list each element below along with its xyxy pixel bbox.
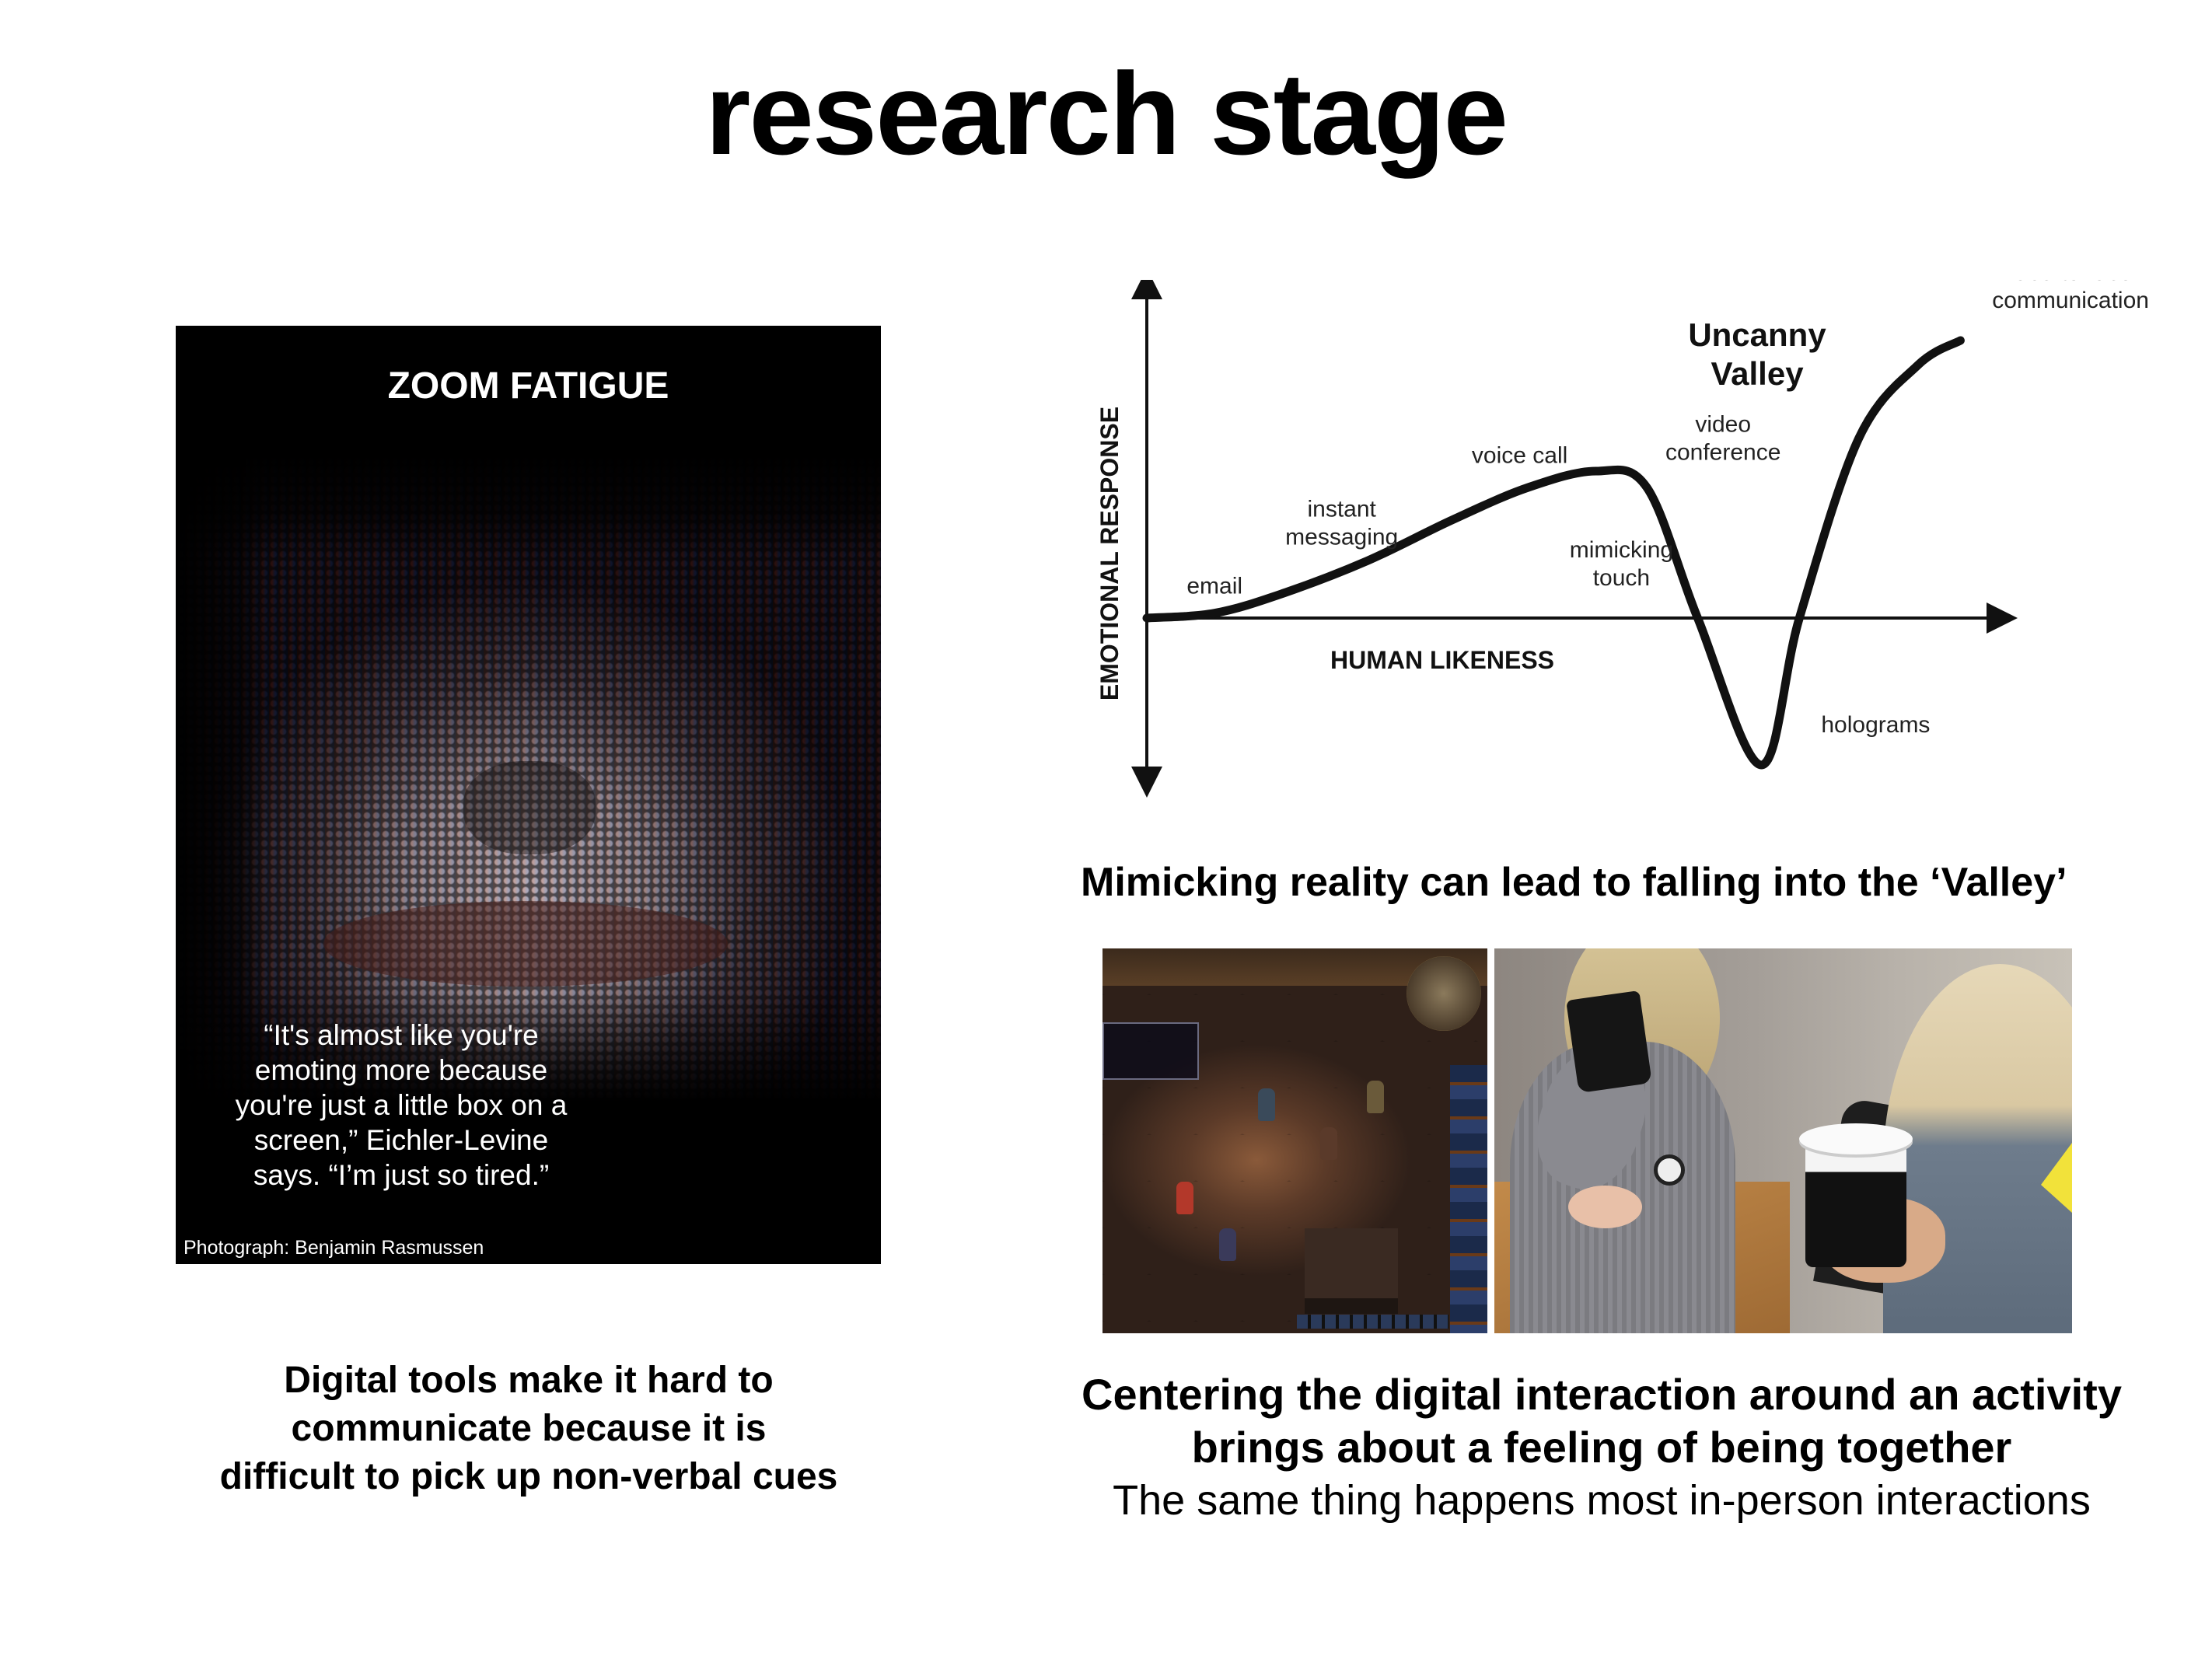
chart-labels: HUMAN LIKENESS EMOTIONAL RESPONSE UncannyV… <box>1096 280 2149 738</box>
game-sidebar <box>1450 1065 1487 1333</box>
y-axis-label: EMOTIONAL RESPONSE <box>1096 407 1123 700</box>
face-shadow-nose <box>463 761 596 854</box>
x-axis-label: HUMAN LIKENESS <box>1330 646 1554 674</box>
takeaway-coffee-cup <box>1805 1135 1906 1267</box>
annotation-label: communication <box>1992 288 2149 313</box>
cup-lid <box>1799 1123 1913 1154</box>
poster-dark-area <box>176 994 881 1264</box>
annotation-label: face-to-face <box>2009 280 2132 285</box>
chart-axes <box>1131 280 2018 798</box>
game-action-bar <box>1297 1315 1448 1329</box>
annotation-label: messaging <box>1285 525 1398 550</box>
annotation-label: email <box>1186 574 1242 599</box>
person-hand <box>1568 1186 1642 1228</box>
quote-line: says. “I’m just so tired.” <box>253 1159 550 1191</box>
annotation-label: video <box>1695 411 1751 437</box>
annotation-label: voice call <box>1472 443 1567 469</box>
black-coffee-cup <box>1566 990 1652 1094</box>
caption-line: Digital tools make it hard to <box>284 1360 774 1401</box>
face-shadow-mouth <box>323 901 728 987</box>
annotation-label: holograms <box>1821 712 1930 738</box>
uncanny-valley-chart: HUMAN LIKENESS EMOTIONAL RESPONSE UncannyV… <box>1096 280 2149 798</box>
caption-bold-line: brings about a feeling of being together <box>1191 1423 2012 1472</box>
uncanny-curve-line <box>1142 336 1965 770</box>
chart-caption: Mimicking reality can lead to falling in… <box>1081 860 2067 905</box>
game-character <box>1219 1228 1236 1261</box>
annotation-label: conference <box>1665 439 1780 465</box>
caption-normal-line: The same thing happens most in-person in… <box>1113 1477 2091 1524</box>
photo-credit: Photograph: Benjamin Rasmussen <box>183 1237 484 1259</box>
quote-line: you're just a little box on a <box>235 1089 568 1121</box>
left-caption: Digital tools make it hard to communicat… <box>156 1357 902 1501</box>
quote-line: “It's almost like you're <box>264 1019 539 1051</box>
caption-line: difficult to pick up non-verbal cues <box>219 1456 838 1497</box>
coffee-meeting-image <box>1494 948 2072 1333</box>
poster-quote: “It's almost like you're emoting more be… <box>207 1018 596 1193</box>
valley-title-label: Valley <box>1711 355 1804 392</box>
game-screenshot-image <box>1103 948 1487 1333</box>
game-character <box>1367 1081 1384 1113</box>
zoom-fatigue-poster: ZOOM FATIGUE “It's almost like you're em… <box>176 326 881 1264</box>
caption-bold-line: Centering the digital interaction around… <box>1082 1370 2122 1419</box>
right-caption: Centering the digital interaction around… <box>1050 1368 2154 1527</box>
game-minimap <box>1407 956 1481 1031</box>
wristwatch <box>1654 1154 1685 1186</box>
game-character <box>1258 1088 1275 1121</box>
face-hair-shadow <box>176 326 881 559</box>
game-tooltip-panel <box>1103 1022 1199 1080</box>
annotation-label: mimicking <box>1570 537 1673 563</box>
game-character <box>1320 1127 1337 1160</box>
annotation-label: instant <box>1308 497 1377 522</box>
quote-line: screen,” Eichler-Levine <box>253 1124 549 1156</box>
game-character <box>1176 1182 1193 1214</box>
quote-line: emoting more because <box>254 1054 548 1086</box>
poster-title: ZOOM FATIGUE <box>387 365 669 407</box>
chart-curve-group <box>1142 336 1965 770</box>
game-structure <box>1305 1228 1398 1314</box>
caption-line: communicate because it is <box>291 1408 767 1449</box>
slide-title: research stage <box>704 48 1508 179</box>
valley-title-label: Uncanny <box>1688 316 1826 353</box>
annotation-label: touch <box>1593 565 1650 591</box>
